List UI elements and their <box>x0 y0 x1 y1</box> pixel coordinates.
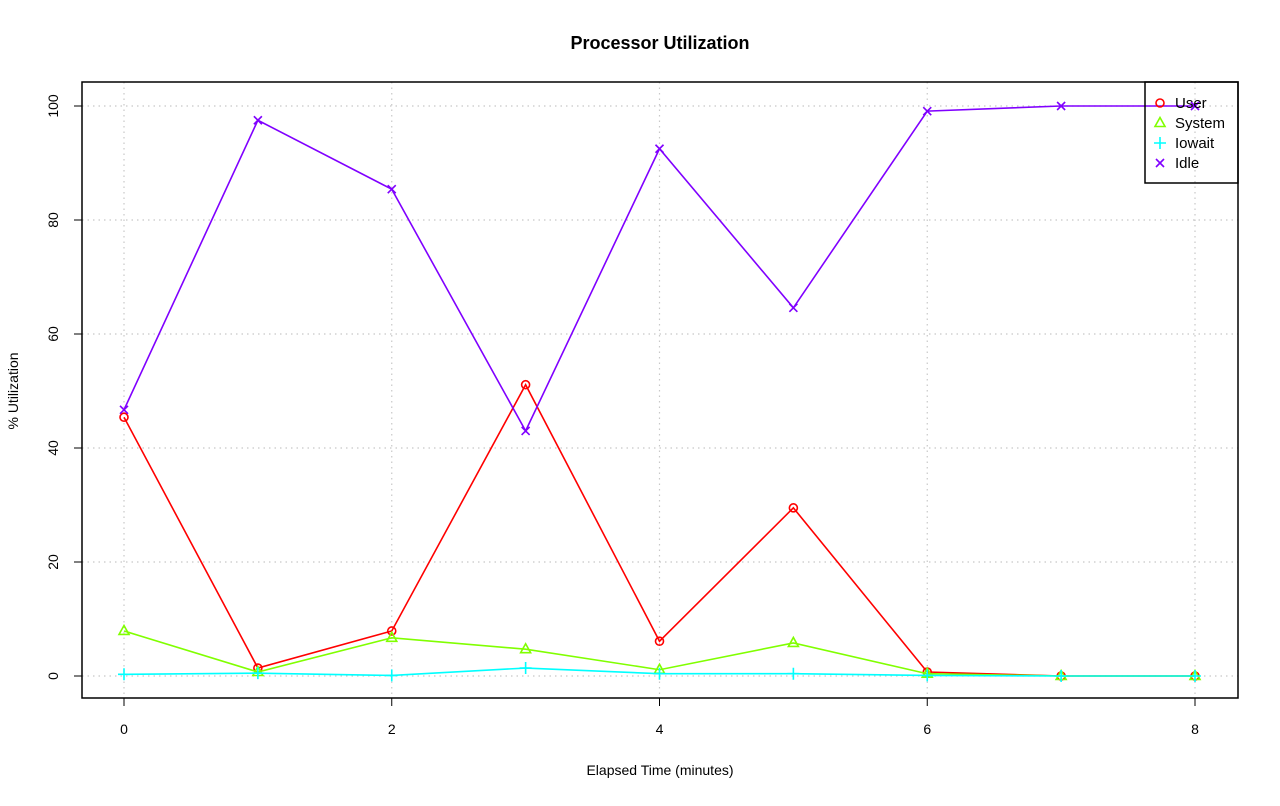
legend-label-system: System <box>1175 115 1225 132</box>
y-tick-label: 100 <box>45 94 61 118</box>
chart-title: Processor Utilization <box>570 33 749 53</box>
data-point-system <box>519 642 532 654</box>
y-axis-label: % Utilization <box>5 352 21 429</box>
data-point-idle <box>654 144 665 154</box>
data-point-iowait <box>1055 670 1068 682</box>
x-tick-label: 6 <box>923 721 931 737</box>
data-point-iowait <box>251 667 264 680</box>
x-axis-label: Elapsed Time (minutes) <box>586 762 733 778</box>
data-point-iowait <box>1189 670 1201 682</box>
data-point-iowait <box>787 667 800 680</box>
data-point-idle <box>788 303 798 313</box>
x-tick-label: 0 <box>120 721 128 737</box>
data-point-user <box>788 503 799 513</box>
plot-border <box>81 81 1239 699</box>
legend-label-idle: Idle <box>1175 155 1199 172</box>
series-group <box>117 101 1202 682</box>
x-tick-label: 4 <box>656 721 664 737</box>
x-tick-label: 8 <box>1191 721 1199 737</box>
y-tick-label: 80 <box>45 212 61 228</box>
data-point-idle <box>119 405 129 415</box>
legend-label-user: User <box>1175 95 1207 112</box>
data-point-user <box>654 636 665 647</box>
x-tick-label: 2 <box>388 721 396 737</box>
y-tick-label: 20 <box>45 554 61 570</box>
data-point-idle <box>521 426 531 436</box>
legend-marker-idle <box>1155 158 1165 168</box>
grid <box>82 82 1238 698</box>
y-tick-label: 0 <box>45 672 61 680</box>
data-point-idle <box>922 106 932 116</box>
data-point-iowait <box>118 668 130 681</box>
y-tick-label: 60 <box>45 326 61 342</box>
data-point-user <box>386 626 397 636</box>
legend-box <box>1144 81 1239 184</box>
legend-label-iowait: Iowait <box>1175 135 1215 152</box>
data-point-idle <box>1190 101 1200 111</box>
y-tick-label: 40 <box>45 440 61 456</box>
legend: User System Iowait Idle <box>1144 81 1239 184</box>
data-point-system <box>787 635 800 648</box>
data-point-user <box>119 412 129 423</box>
data-point-idle <box>1056 101 1066 111</box>
data-point-idle <box>253 115 263 125</box>
legend-marker-user <box>1155 98 1165 108</box>
data-point-system <box>117 623 131 636</box>
legend-marker-iowait <box>1154 137 1166 149</box>
data-point-iowait <box>519 662 532 675</box>
legend-marker-system <box>1153 115 1167 128</box>
data-point-iowait <box>921 669 934 682</box>
data-point-iowait <box>385 669 398 682</box>
data-point-system <box>385 630 399 643</box>
data-point-iowait <box>653 667 666 680</box>
data-point-idle <box>387 184 397 194</box>
data-point-user <box>520 379 531 390</box>
